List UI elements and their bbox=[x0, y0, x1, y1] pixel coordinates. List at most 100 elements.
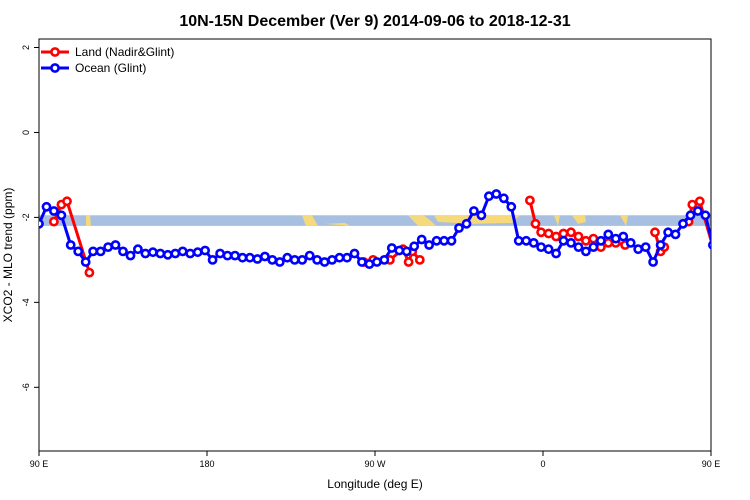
series-0-point-2 bbox=[62, 196, 72, 207]
series-0-point-8 bbox=[403, 257, 414, 267]
series-1-point-34 bbox=[289, 254, 300, 265]
series-0-point-12 bbox=[530, 218, 541, 229]
series-1-point-36 bbox=[304, 250, 315, 261]
y-tick-label-1: 0 bbox=[21, 130, 31, 135]
series-1-point-49 bbox=[401, 246, 412, 257]
series-1-point-17 bbox=[162, 249, 173, 260]
series-1-point-85 bbox=[670, 229, 681, 240]
land-patch-0 bbox=[86, 215, 91, 226]
series-0-point-30 bbox=[694, 196, 705, 207]
chart-title: 10N-15N December (Ver 9) 2014-09-06 to 2… bbox=[179, 13, 570, 30]
series-1-point-92 bbox=[724, 258, 731, 265]
legend-marker-1 bbox=[50, 63, 60, 73]
series-1-point-15 bbox=[147, 247, 158, 258]
series-1-point-0 bbox=[39, 218, 44, 229]
series-1-point-81 bbox=[640, 242, 651, 252]
legend-marker-0 bbox=[50, 47, 60, 57]
land-patch-2 bbox=[325, 222, 350, 226]
series-0-point-13 bbox=[536, 227, 546, 238]
land-patch-3 bbox=[408, 215, 436, 226]
series-1-point-7 bbox=[88, 246, 98, 257]
series-1-point-71 bbox=[566, 237, 576, 248]
series-1-point-67 bbox=[536, 242, 546, 252]
legend-label-0: Land (Nadir&Glint) bbox=[75, 45, 174, 59]
series-0-point-25 bbox=[650, 227, 660, 238]
series-1-point-82 bbox=[648, 257, 658, 267]
series-1-point-69 bbox=[551, 248, 561, 259]
series-1-point-29 bbox=[252, 254, 263, 264]
legend-label-1: Ocean (Glint) bbox=[75, 61, 146, 75]
series-1-point-43 bbox=[356, 257, 367, 267]
series-1-point-65 bbox=[521, 235, 532, 246]
series-1-point-79 bbox=[625, 237, 636, 248]
land-patch-4 bbox=[434, 215, 520, 224]
series-0-point-14 bbox=[543, 228, 554, 239]
series-1-point-13 bbox=[132, 244, 143, 255]
series-0-point-20 bbox=[588, 233, 599, 244]
series-1-point-63 bbox=[506, 201, 517, 212]
series-1-point-88 bbox=[693, 206, 703, 216]
series-1-point-14 bbox=[140, 248, 151, 259]
series-1-point-28 bbox=[244, 252, 255, 263]
series-1-point-47 bbox=[386, 243, 397, 253]
series-0 bbox=[49, 195, 724, 278]
series-1-point-8 bbox=[95, 246, 106, 257]
series-1-point-32 bbox=[274, 257, 285, 267]
land-patch-5 bbox=[554, 215, 560, 226]
series-0-point-18 bbox=[573, 231, 584, 242]
series-1-point-44 bbox=[364, 259, 375, 269]
series-0-point-0 bbox=[49, 216, 59, 227]
series-1-point-21 bbox=[192, 247, 203, 258]
series-1-point-38 bbox=[319, 257, 330, 267]
series-1-point-6 bbox=[80, 257, 91, 267]
series-1-point-10 bbox=[110, 240, 121, 250]
series-1-point-80 bbox=[633, 244, 644, 255]
series-1-point-20 bbox=[185, 248, 196, 259]
series-1-point-74 bbox=[588, 242, 599, 252]
series-1-point-30 bbox=[259, 251, 270, 262]
y-tick-label-3: -4 bbox=[21, 298, 31, 306]
series-0-point-31 bbox=[717, 269, 724, 276]
series-1-point-75 bbox=[596, 235, 606, 246]
series-0-point-10 bbox=[414, 254, 425, 265]
series-1-point-42 bbox=[349, 248, 360, 259]
y-tick-label-4: -6 bbox=[21, 383, 31, 391]
series-1-point-26 bbox=[230, 250, 240, 261]
x-tick-label-1: 180 bbox=[199, 459, 214, 469]
series-1-point-90 bbox=[708, 240, 711, 250]
land-patch-6 bbox=[572, 215, 586, 224]
series-1-point-2 bbox=[49, 206, 59, 216]
land-patch-1 bbox=[302, 215, 318, 226]
series-0-point-15 bbox=[551, 231, 561, 242]
series-0-point-3 bbox=[84, 267, 95, 278]
series-1-point-12 bbox=[125, 250, 136, 261]
series-1-point-86 bbox=[678, 218, 688, 229]
series-1-point-83 bbox=[655, 240, 666, 250]
series-1-point-51 bbox=[416, 234, 427, 245]
series-1-point-46 bbox=[379, 254, 390, 265]
series-1-point-78 bbox=[618, 231, 629, 242]
series-1-point-66 bbox=[528, 237, 539, 248]
series-1-point-19 bbox=[177, 246, 188, 257]
series-1-point-53 bbox=[431, 235, 442, 246]
y-tick-label-0: 2 bbox=[21, 45, 31, 50]
x-tick-label-0: 90 E bbox=[30, 459, 49, 469]
series-1-point-76 bbox=[603, 229, 614, 240]
series-1-point-56 bbox=[454, 223, 464, 233]
series-1-point-41 bbox=[342, 252, 352, 263]
series-1-point-50 bbox=[409, 241, 420, 252]
series-1-point-57 bbox=[461, 218, 472, 229]
series-0-point-19 bbox=[581, 235, 591, 246]
series-1-point-35 bbox=[297, 254, 308, 265]
series-1-point-23 bbox=[207, 254, 218, 265]
series-1-point-58 bbox=[468, 206, 479, 216]
x-tick-label-4: 90 E bbox=[702, 459, 721, 469]
series-1-point-62 bbox=[498, 193, 509, 204]
x-axis-label: Longitude (deg E) bbox=[327, 477, 422, 491]
series-1-point-55 bbox=[446, 235, 457, 246]
land-patch-7 bbox=[620, 215, 628, 226]
x-tick-label-2: 90 W bbox=[364, 459, 386, 469]
series-1-point-37 bbox=[312, 254, 322, 265]
series-1-point-77 bbox=[610, 233, 621, 244]
